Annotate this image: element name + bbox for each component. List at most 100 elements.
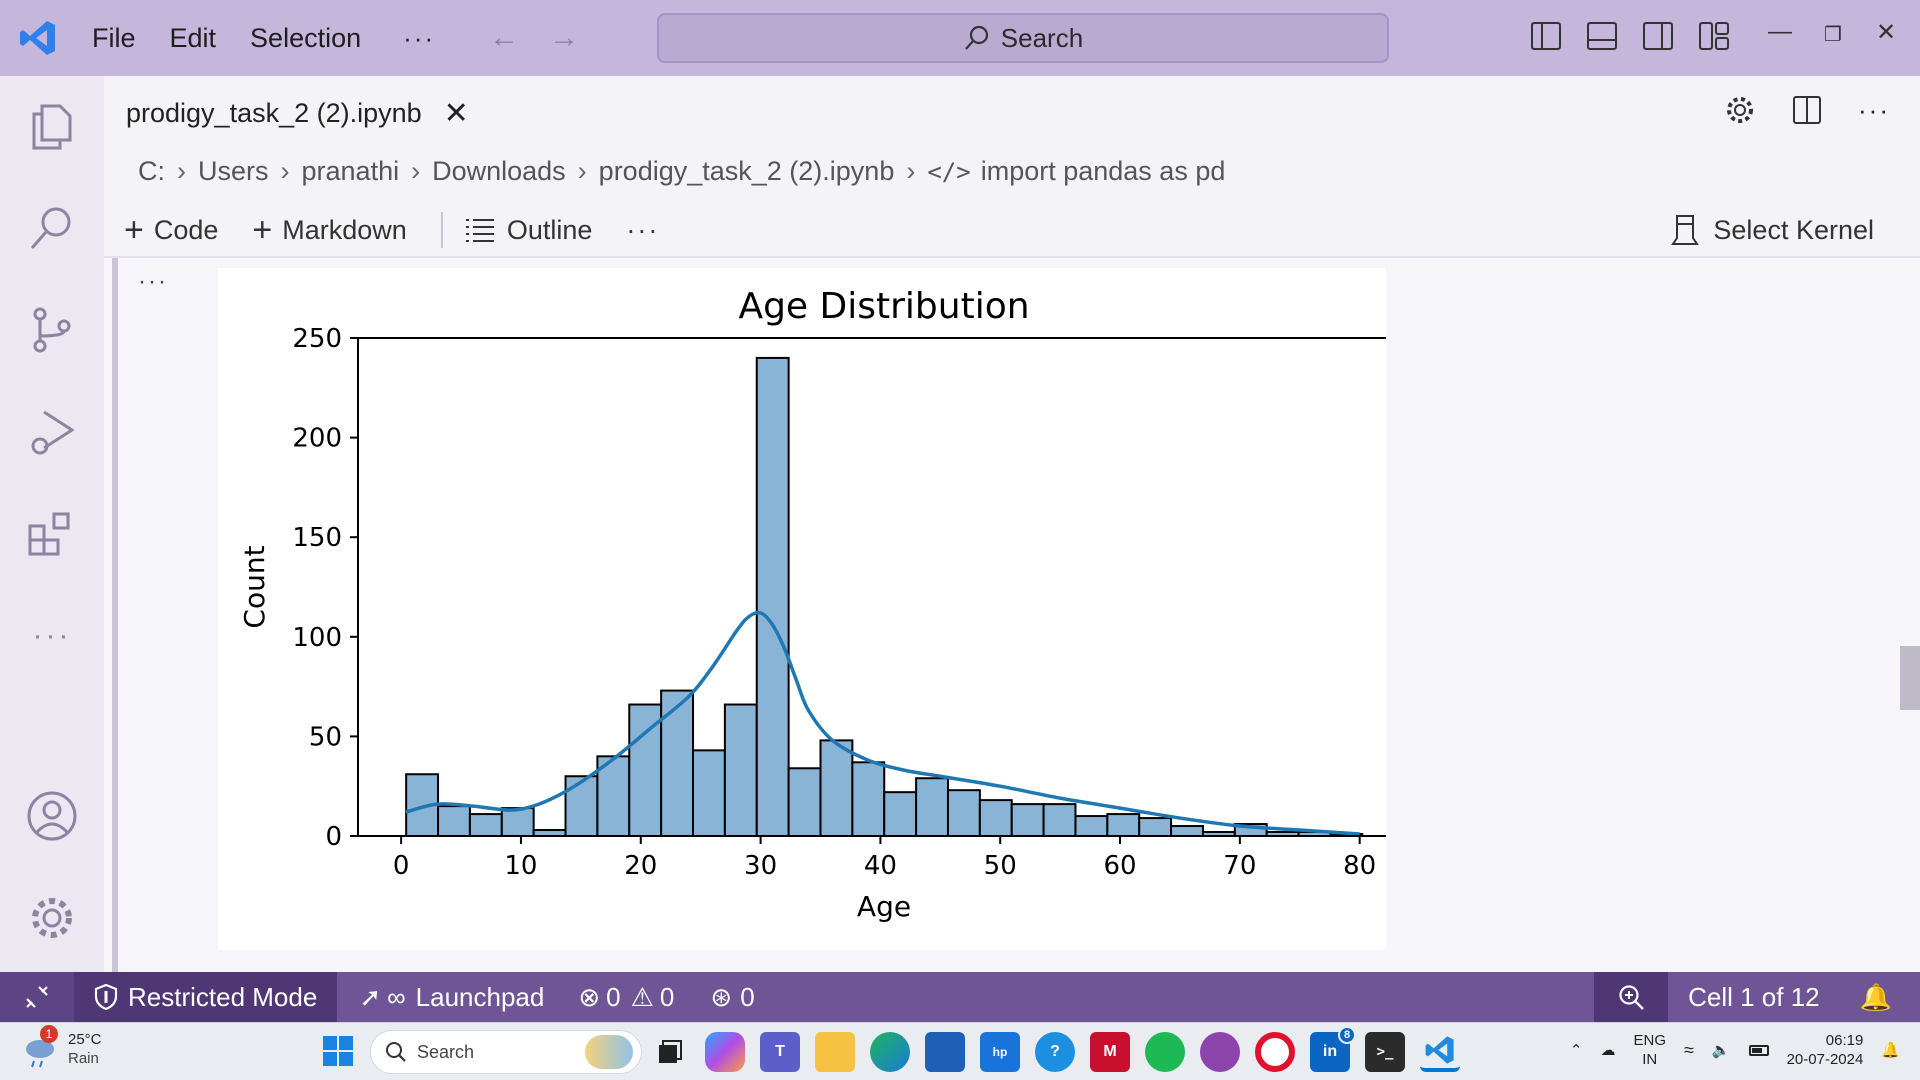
launchpad-button[interactable]: ➚ ∞ Launchpad xyxy=(359,982,544,1013)
microsoft-store-icon[interactable] xyxy=(925,1032,965,1072)
breadcrumb-item[interactable]: pranathi xyxy=(301,156,400,186)
breadcrumb-item[interactable]: prodigy_task_2 (2).ipynb xyxy=(598,156,895,186)
x-tick-label: 10 xyxy=(504,851,537,881)
input-language-indicator[interactable]: ENG IN xyxy=(1633,1031,1666,1069)
histogram-bar xyxy=(915,777,949,837)
restore-icon[interactable]: ❐ xyxy=(1824,24,1842,46)
language-code: ENG xyxy=(1633,1032,1666,1049)
clock-date: 20-07-2024 xyxy=(1786,1051,1864,1068)
restricted-mode-button[interactable]: Restricted Mode xyxy=(74,972,338,1022)
myhp-icon[interactable]: hp xyxy=(980,1032,1020,1072)
x-tick-label: 40 xyxy=(864,851,897,881)
task-view-icon[interactable] xyxy=(650,1032,690,1072)
breadcrumb-item[interactable]: import pandas as pd xyxy=(980,156,1226,186)
x-axis-label: Age xyxy=(857,890,911,923)
split-editor-icon[interactable] xyxy=(1792,95,1822,125)
menu-more-button[interactable]: ··· xyxy=(403,22,436,53)
weather-widget[interactable]: 1 25°C Rain xyxy=(22,1025,102,1069)
edge-browser-icon[interactable] xyxy=(870,1032,910,1072)
problems-button[interactable]: ⊗ 0 ⚠ 0 xyxy=(578,982,674,1013)
accounts-icon[interactable] xyxy=(24,788,80,844)
search-sidebar-icon[interactable] xyxy=(24,200,80,256)
error-icon: ⊗ xyxy=(578,981,601,1012)
file-explorer-icon[interactable] xyxy=(815,1032,855,1072)
customize-layout-icon[interactable] xyxy=(1698,20,1730,52)
breadcrumb-item[interactable]: C: xyxy=(138,156,165,186)
run-debug-icon[interactable] xyxy=(24,404,80,460)
toggle-panel-icon[interactable] xyxy=(1586,20,1618,52)
outline-button[interactable]: Outline xyxy=(465,215,592,246)
tab-notebook[interactable]: prodigy_task_2 (2).ipynb ✕ xyxy=(126,96,469,131)
histogram-bar xyxy=(596,755,631,838)
menu-file[interactable]: File xyxy=(92,22,136,53)
manage-gear-icon[interactable] xyxy=(24,890,80,946)
menu-edit[interactable]: Edit xyxy=(169,22,217,53)
remote-indicator-icon[interactable] xyxy=(0,972,74,1022)
wifi-icon[interactable]: ≈ xyxy=(1684,1039,1694,1060)
breadcrumb: C: › Users › pranathi › Downloads › prod… xyxy=(138,156,1225,187)
hp-support-icon[interactable]: ? xyxy=(1035,1032,1075,1072)
notifications-bell-icon[interactable]: 🔔 xyxy=(1859,981,1892,1012)
notebook-settings-gear-icon[interactable] xyxy=(1724,94,1756,126)
histogram-bar xyxy=(723,703,758,838)
copilot-icon[interactable] xyxy=(705,1032,745,1072)
system-tray: ⌃ ☁ ENG IN ≈ 🔈 06:19 20-07-2024 🔔 xyxy=(1570,1031,1900,1069)
histogram-bar xyxy=(755,356,790,837)
github-desktop-icon[interactable] xyxy=(1200,1032,1240,1072)
spotify-icon[interactable] xyxy=(1145,1032,1185,1072)
forward-arrow-icon[interactable]: → xyxy=(549,21,580,54)
battery-icon[interactable] xyxy=(1748,1044,1769,1056)
vscode-taskbar-icon[interactable] xyxy=(1420,1032,1460,1072)
toolbar-more-button[interactable]: ··· xyxy=(626,214,660,245)
link-icon: ∞ xyxy=(387,981,406,1012)
start-button[interactable] xyxy=(322,1035,354,1072)
ports-button[interactable]: ⊛ 0 xyxy=(710,982,754,1013)
mcafee-icon[interactable]: M xyxy=(1090,1032,1130,1072)
toggle-secondary-sidebar-icon[interactable] xyxy=(1642,20,1674,52)
status-bar: Restricted Mode ➚ ∞ Launchpad ⊗ 0 ⚠ 0 ⊛ … xyxy=(0,972,1920,1022)
back-arrow-icon[interactable]: ← xyxy=(489,21,520,54)
teams-icon[interactable]: T xyxy=(760,1032,800,1072)
command-search-box[interactable]: Search xyxy=(657,13,1389,63)
notification-center-bell-icon[interactable]: 🔔 xyxy=(1881,1042,1900,1059)
extensions-icon[interactable] xyxy=(24,506,80,562)
minimize-icon[interactable]: — xyxy=(1768,18,1792,45)
editor-more-actions-icon[interactable]: ··· xyxy=(1858,94,1890,125)
cell-position-indicator[interactable]: Cell 1 of 12 xyxy=(1688,981,1820,1012)
opera-browser-icon[interactable] xyxy=(1255,1032,1295,1072)
source-control-icon[interactable] xyxy=(24,302,80,358)
linkedin-icon[interactable]: in 8 xyxy=(1310,1026,1356,1072)
more-views-icon[interactable]: ··· xyxy=(32,619,72,652)
explorer-icon[interactable] xyxy=(24,98,80,154)
breadcrumb-item[interactable]: Downloads xyxy=(432,156,566,186)
cell-output-more-button[interactable]: ··· xyxy=(138,268,168,295)
show-hidden-icons-chevron-icon[interactable]: ⌃ xyxy=(1569,1042,1583,1059)
close-tab-icon[interactable]: ✕ xyxy=(443,97,469,130)
select-kernel-button[interactable]: Select Kernel xyxy=(1671,214,1874,246)
close-window-icon[interactable]: ✕ xyxy=(1876,19,1897,46)
histogram-bar xyxy=(946,789,981,838)
histogram-bar xyxy=(1106,813,1141,838)
chart-title: Age Distribution xyxy=(738,286,1029,327)
x-tick-label: 60 xyxy=(1103,851,1136,881)
zoom-icon[interactable] xyxy=(1594,972,1669,1022)
histogram-bar xyxy=(1138,817,1173,838)
taskbar-search-box[interactable]: Search xyxy=(370,1030,642,1074)
histogram-bar xyxy=(564,775,599,837)
age-distribution-chart: 0 10 20 30 40 50 60 70 80 0 50 100 150 200 250 Age Dis… xyxy=(238,286,1411,923)
add-code-cell-button[interactable]: + Code xyxy=(124,211,218,250)
clock[interactable]: 06:19 20-07-2024 xyxy=(1787,1031,1864,1069)
terminal-icon[interactable]: >_ xyxy=(1365,1032,1405,1072)
toolbar-divider xyxy=(440,212,443,248)
toggle-primary-sidebar-icon[interactable] xyxy=(1530,20,1562,52)
warning-count: 0 xyxy=(659,981,675,1012)
volume-icon[interactable]: 🔈 xyxy=(1711,1042,1731,1059)
breadcrumb-item[interactable]: Users xyxy=(198,156,269,186)
editor-scrollbar-thumb[interactable] xyxy=(1900,646,1920,710)
onedrive-sync-icon[interactable]: ☁ xyxy=(1600,1042,1616,1059)
add-markdown-cell-button[interactable]: + Markdown xyxy=(252,211,406,250)
menu-selection[interactable]: Selection xyxy=(250,22,362,53)
notebook-editor: ··· 0 10 20 30 40 50 60 70 80 0 50 100 150 200 250 Age… xyxy=(104,256,1920,974)
histogram-bar xyxy=(978,799,1013,837)
taskbar-search-label: Search xyxy=(417,1041,475,1062)
